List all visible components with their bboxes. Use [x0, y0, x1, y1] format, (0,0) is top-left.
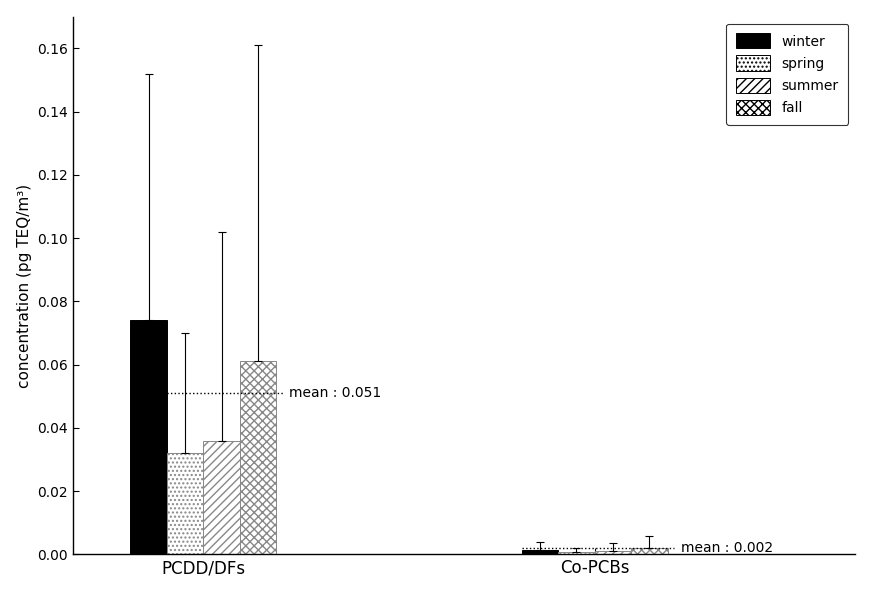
Bar	[558, 552, 595, 554]
Bar	[521, 551, 558, 554]
Bar	[631, 548, 668, 554]
Bar	[203, 441, 240, 554]
Bar	[240, 362, 276, 554]
Bar	[130, 320, 167, 554]
Text: mean : 0.002: mean : 0.002	[681, 541, 773, 555]
Y-axis label: concentration (pg TEQ/m³): concentration (pg TEQ/m³)	[17, 184, 31, 388]
Bar	[167, 453, 203, 554]
Text: mean : 0.051: mean : 0.051	[290, 386, 382, 400]
Legend: winter, spring, summer, fall: winter, spring, summer, fall	[726, 24, 848, 125]
Bar	[595, 551, 631, 554]
